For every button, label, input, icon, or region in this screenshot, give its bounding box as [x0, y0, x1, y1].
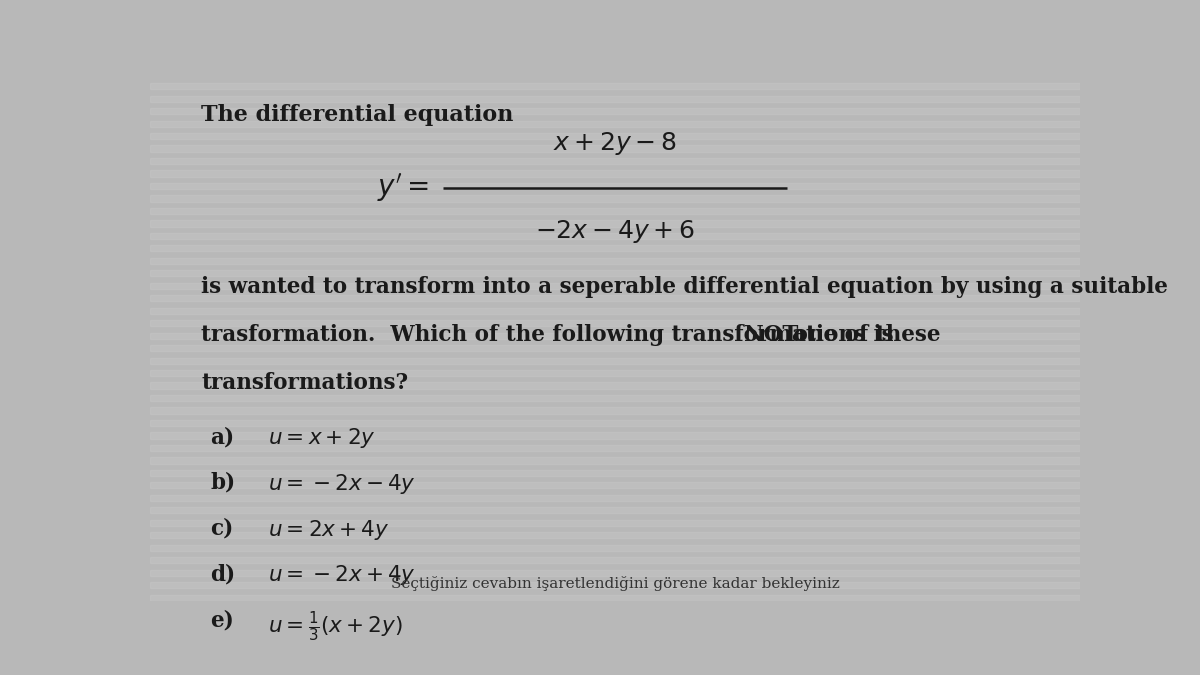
Bar: [150, 433, 1080, 439]
Bar: [150, 520, 1080, 526]
Bar: [150, 570, 1080, 576]
Text: Seçtiğiniz cevabın işaretlendiğini görene kadar bekleyiniz: Seçtiğiniz cevabın işaretlendiğini gören…: [391, 576, 839, 591]
Bar: [150, 295, 1080, 301]
Text: $\mathit{y}' =$: $\mathit{y}' =$: [377, 171, 430, 204]
Bar: [150, 457, 1080, 464]
Text: is wanted to transform into a seperable differential equation by using a suitabl: is wanted to transform into a seperable …: [202, 276, 1168, 298]
Bar: [150, 208, 1080, 214]
Bar: [150, 245, 1080, 252]
Bar: [150, 96, 1080, 102]
Bar: [150, 158, 1080, 164]
Bar: [150, 170, 1080, 177]
Text: $u = \frac{1}{3}(x + 2y)$: $u = \frac{1}{3}(x + 2y)$: [268, 609, 403, 644]
Bar: [150, 482, 1080, 489]
Text: d): d): [210, 564, 235, 585]
Bar: [150, 133, 1080, 139]
Bar: [150, 320, 1080, 326]
Bar: [150, 283, 1080, 289]
Text: $x + 2y - 8$: $x + 2y - 8$: [553, 130, 677, 157]
Bar: [150, 121, 1080, 127]
Text: $u = -2x - 4y$: $u = -2x - 4y$: [268, 472, 416, 496]
Bar: [150, 532, 1080, 539]
Bar: [150, 383, 1080, 389]
Text: trasformation.  Which of the following transformations is: trasformation. Which of the following tr…: [202, 324, 901, 346]
Bar: [150, 495, 1080, 501]
Text: a): a): [210, 426, 234, 448]
Bar: [150, 595, 1080, 601]
Bar: [150, 470, 1080, 476]
Bar: [150, 370, 1080, 376]
Bar: [150, 507, 1080, 514]
Text: $u = -2x + 4y$: $u = -2x + 4y$: [268, 564, 416, 587]
Bar: [150, 358, 1080, 364]
Bar: [150, 145, 1080, 152]
Text: c): c): [210, 518, 234, 539]
Text: NOT: NOT: [744, 324, 798, 346]
Bar: [150, 258, 1080, 264]
Bar: [150, 345, 1080, 351]
Bar: [150, 270, 1080, 277]
Text: $u = x + 2y$: $u = x + 2y$: [268, 426, 376, 450]
Bar: [150, 220, 1080, 227]
Text: $u = 2x + 4y$: $u = 2x + 4y$: [268, 518, 390, 541]
Bar: [150, 557, 1080, 564]
Bar: [150, 308, 1080, 314]
Text: $-2x - 4y + 6$: $-2x - 4y + 6$: [535, 218, 695, 245]
Text: b): b): [210, 472, 235, 494]
Text: transformations?: transformations?: [202, 371, 408, 394]
Bar: [150, 83, 1080, 89]
Bar: [150, 108, 1080, 114]
Bar: [150, 395, 1080, 401]
Text: The differential equation: The differential equation: [202, 105, 514, 126]
Bar: [150, 420, 1080, 426]
Bar: [150, 233, 1080, 239]
Bar: [150, 408, 1080, 414]
Bar: [150, 195, 1080, 202]
Bar: [150, 445, 1080, 451]
Text: one of these: one of these: [786, 324, 941, 346]
Bar: [150, 582, 1080, 589]
Bar: [150, 545, 1080, 551]
Text: e): e): [210, 609, 234, 631]
Bar: [150, 333, 1080, 339]
Bar: [150, 183, 1080, 189]
